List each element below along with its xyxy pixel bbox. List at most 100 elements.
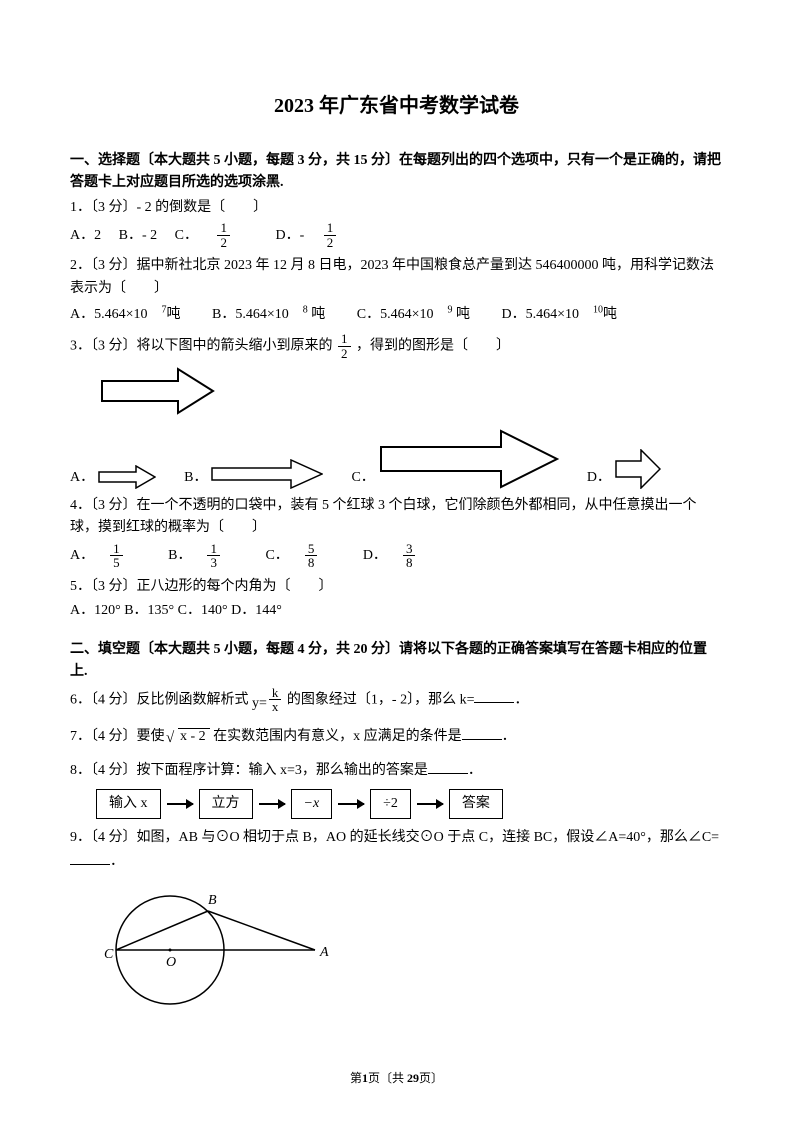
q2c-suf: 吨 [452,307,470,322]
q4b-frac: 13 [207,542,234,570]
flow-arrow-icon [167,803,193,805]
q4b-pre: B． [168,548,191,563]
label-b: B [208,893,217,908]
q3-text: 3．〔3 分〕将以下图中的箭头缩小到原来的 12 ，得到的图形是〔 〕 [70,332,723,360]
q3-opt-c: C． [351,429,558,489]
q2a-t: A．5.464×10 [70,307,148,322]
q3a-label: A． [70,467,94,489]
footer-total: 29 [407,1071,419,1085]
page-footer: 第1页〔共 29页〕 [0,1069,793,1088]
q3c-label: C． [351,467,374,489]
q1-opt-d: D．- 12 [275,228,364,243]
footer-suf: 页〕 [419,1071,443,1085]
q1c-num: 1 [217,221,230,236]
q4d-pre: D． [363,548,387,563]
q1d-frac: 12 [324,221,351,249]
q3-opt-a: A． [70,465,156,489]
flow-box-div2: ÷2 [370,789,411,819]
q3-suf: ，得到的图形是〔 〕 [356,339,510,354]
q6-den: x [269,700,282,714]
q8: 8．〔4 分〕按下面程序计算：输入 x=3，那么输出的答案是． [70,758,723,782]
page-title: 2023 年广东省中考数学试卷 [70,90,723,122]
flow-arrow-icon [417,803,443,805]
q1d-den: 2 [324,236,337,250]
q4b-n: 1 [207,542,220,557]
q3d-label: D． [587,467,611,489]
q4d-d: 8 [403,556,416,570]
q4c-pre: C． [265,548,288,563]
q7-suf: 在实数范围内有意义，x 应满足的条件是 [213,729,462,744]
flow-box-negx: −x [291,789,333,819]
q7-blank [462,724,502,740]
q4-opt-d: D．38 [363,548,444,563]
q1-opt-c: C． 12 [175,228,262,243]
q4-opt-a: A．15 [70,548,151,563]
q2d-suf: 吨 [603,307,617,322]
q4a-frac: 15 [110,542,137,570]
q3-frac: 12 [338,332,351,360]
flow-arrow-icon [259,803,285,805]
q4a-pre: A． [70,548,94,563]
q9-figure: B C O A [100,880,723,1028]
q9-text: 9．〔4 分〕如图，AB 与⊙O 相切于点 B，AO 的延长线交⊙O 于点 C，… [70,830,719,845]
q4-text: 4．〔3 分〕在一个不透明的口袋中，装有 5 个红球 3 个白球，它们除颜色外都… [70,495,723,540]
q9: 9．〔4 分〕如图，AB 与⊙O 相切于点 B，AO 的延长线交⊙O 于点 C，… [70,827,723,874]
q2b-suf: 吨 [308,307,326,322]
q2c-t: C．5.464×10 [357,307,434,322]
q2-text: 2．〔3 分〕据中新社北京 2023 年 12 月 8 日电，2023 年中国粮… [70,255,723,300]
label-o: O [166,955,176,970]
q6-suf: 的图象经过〔1，- 2〕，那么 k= [287,692,475,707]
q4-opt-b: B．13 [168,548,248,563]
q8-flowchart: 输入 x 立方 −x ÷2 答案 [96,789,723,819]
q1-opt-b: B．- 2 [119,228,158,243]
footer-pre: 第 [350,1071,362,1085]
q2-opt-a: A．5.464×107吨 [70,307,195,322]
q4d-n: 3 [403,542,416,557]
q4c-frac: 58 [305,542,332,570]
q1c-frac: 12 [217,221,244,249]
q3b-label: B． [184,467,207,489]
q2-options: A．5.464×10 7 吨 B．5.464×108 吨 C．5.464×109 吨… [70,302,723,326]
arrow-d-icon [615,449,661,489]
q2-opt-b: B．5.464×108 吨 [212,307,339,322]
point-o [169,948,172,951]
q4c-n: 5 [305,542,318,557]
arrow-a-icon [98,465,156,489]
q7: 7．〔4 分〕要使 x - 2 在实数范围内有意义，x 应满足的条件是． [70,724,723,748]
q8-text: 8．〔4 分〕按下面程序计算：输入 x=3，那么输出的答案是 [70,763,428,778]
q6-frac: kx [269,686,282,714]
q3-pre: 3．〔3 分〕将以下图中的箭头缩小到原来的 [70,339,333,354]
q4-options: A．15 B．13 C．58 D．38 [70,542,723,570]
q4a-n: 1 [110,542,123,557]
label-a: A [319,945,329,960]
q3-opt-b: B． [184,459,323,489]
label-c: C [104,947,114,962]
q2d-sup: 10 [593,304,603,315]
q1-text: 1．〔3 分〕- 2 的倒数是〔 〕 [70,197,723,219]
q6-pre: 6．〔4 分〕反比例函数解析式 [70,692,252,707]
q6-y: y= [252,696,267,711]
line-cb [116,911,208,950]
q1-options: A．2 B．- 2 C． 12 D．- 12 [70,221,723,249]
q2a-sup: 7 [162,304,167,315]
q3-opt-d: D． [587,449,661,489]
q3-main-arrow [100,367,723,423]
q6-num: k [269,686,282,701]
arrow-b-icon [211,459,323,489]
q6-blank [474,687,514,703]
q4c-d: 8 [305,556,318,570]
q3-options: A． B． C． D． [70,429,723,489]
q3-num: 1 [338,332,351,347]
q5-options: A．120° B．135° C．140° D．144° [70,600,723,622]
q4-opt-c: C．58 [265,548,345,563]
q4a-d: 5 [110,556,123,570]
q2d-t: D．5.464×10 [501,307,579,322]
arrow-c-icon [379,429,559,489]
q1-opt-a: A．2 [70,228,101,243]
q4b-d: 3 [207,556,220,570]
flow-box-cube: 立方 [199,789,253,819]
q4d-frac: 38 [403,542,430,570]
q2-opt-c: C．5.464×109 吨 [357,307,484,322]
q5-text: 5．〔3 分〕正八边形的每个内角为〔 〕 [70,576,723,598]
q6: 6．〔4 分〕反比例函数解析式 y=kx 的图象经过〔1，- 2〕，那么 k=． [70,686,723,714]
